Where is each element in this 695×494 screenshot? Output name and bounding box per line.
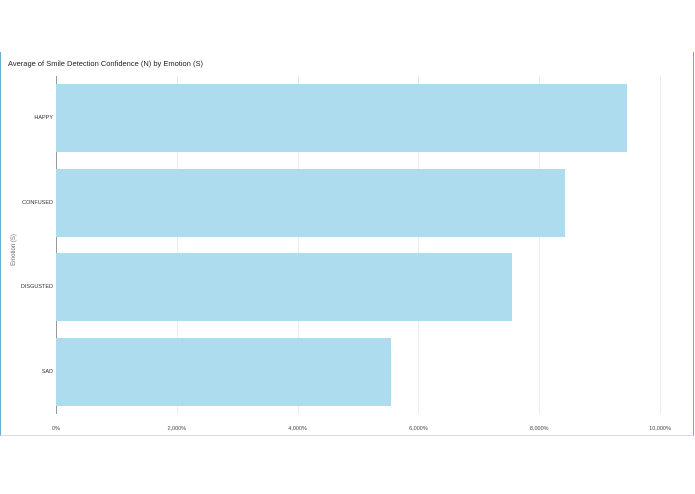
gridline <box>176 76 178 414</box>
x-tick-label: 10,000% <box>649 426 671 432</box>
x-tick-label: 2,000% <box>167 426 187 432</box>
bar-sad[interactable] <box>56 337 392 406</box>
category-label: SAD <box>41 368 53 375</box>
bar-happy[interactable] <box>56 84 627 153</box>
x-tick-label: 4,000% <box>288 426 307 432</box>
x-tick-label: 0% <box>52 426 60 432</box>
x-tick-label: 8,000% <box>529 426 549 432</box>
category-label: DISGUSTED <box>20 284 53 291</box>
chart-title: Average of Smile Detection Confidence (N… <box>8 59 203 68</box>
y-axis-label: Emotion (S) <box>11 234 17 266</box>
category-label: CONFUSED <box>22 199 53 206</box>
category-label: HAPPY <box>34 115 53 122</box>
gridline <box>297 76 299 414</box>
gridline <box>418 76 420 414</box>
gridline <box>539 76 541 414</box>
plot-area <box>56 76 676 414</box>
gridline <box>660 76 661 414</box>
x-tick-label: 6,000% <box>409 426 428 432</box>
y-axis-line <box>56 76 57 414</box>
bar-disgusted[interactable] <box>56 253 513 322</box>
bar-confused[interactable] <box>56 168 566 237</box>
chart-panel <box>0 52 694 436</box>
